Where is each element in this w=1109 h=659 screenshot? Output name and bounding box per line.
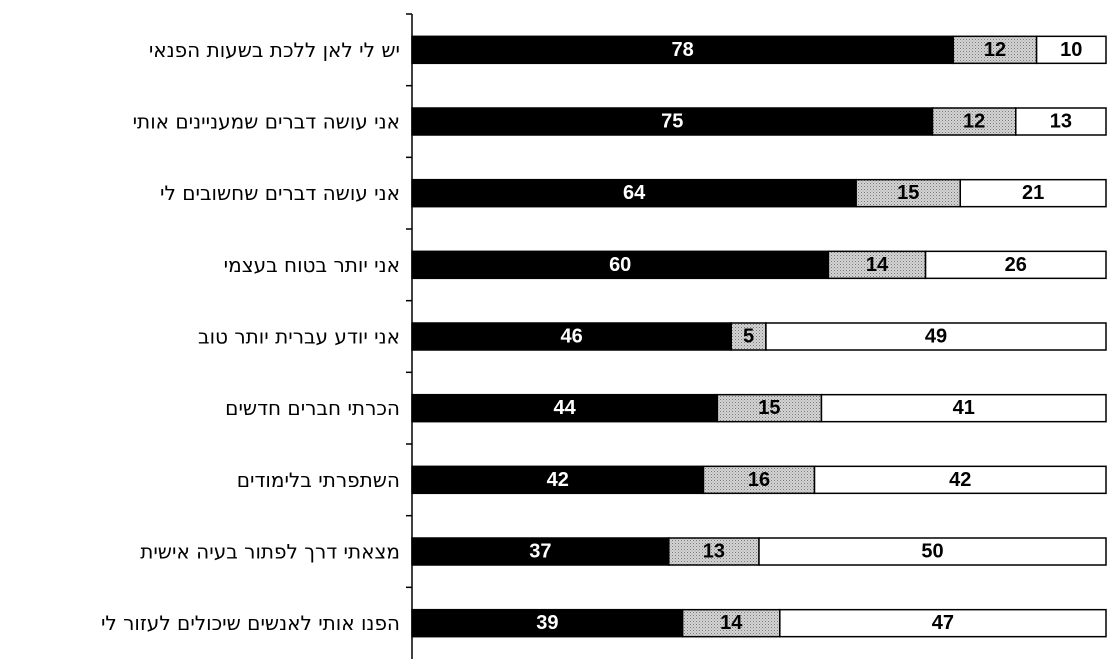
value-label: 44 xyxy=(554,397,577,419)
value-label: 12 xyxy=(963,111,985,133)
category-label: אני עושה דברים שמעניינים אותי xyxy=(133,110,400,134)
segment-white xyxy=(1035,35,1107,65)
segment-white xyxy=(1015,107,1107,136)
value-label: 15 xyxy=(758,397,780,419)
segment-white xyxy=(924,250,1107,280)
segment-black xyxy=(411,393,719,423)
category-label: אני יודע עברית יותר טוב xyxy=(198,325,400,349)
value-label: 41 xyxy=(953,397,975,419)
segment-gray xyxy=(952,35,1038,65)
value-label: 16 xyxy=(748,469,770,491)
segment-white xyxy=(813,465,1107,495)
value-label: 37 xyxy=(529,541,551,563)
value-label: 42 xyxy=(949,469,971,491)
value-label: 64 xyxy=(623,182,646,204)
value-label: 21 xyxy=(1022,182,1044,204)
value-label: 50 xyxy=(921,541,943,563)
value-label: 42 xyxy=(547,469,569,491)
value-label: 47 xyxy=(932,612,954,634)
value-label: 13 xyxy=(1050,111,1072,133)
segment-gray xyxy=(730,322,767,351)
category-label: יש לי לאן ללכת בשעות הפנאי xyxy=(149,38,400,62)
value-label: 12 xyxy=(984,39,1006,61)
segment-gray xyxy=(716,393,823,423)
segment-gray xyxy=(855,178,962,208)
value-label: 13 xyxy=(703,541,725,563)
value-label: 15 xyxy=(897,182,919,204)
category-label: הפנו אותי לאנשים שיכולים לעזור לי xyxy=(101,611,400,635)
value-label: 49 xyxy=(925,326,947,348)
category-labels: יש לי לאן ללכת בשעות הפנאי אני עושה דברים… xyxy=(101,38,400,635)
value-label: 10 xyxy=(1060,39,1082,61)
value-label: 75 xyxy=(661,111,683,133)
segment-black xyxy=(411,465,705,495)
segment-gray xyxy=(681,608,781,638)
category-label: אני יותר בטוח בעצמי xyxy=(224,253,400,277)
bar-segments xyxy=(411,35,1107,638)
value-label: 46 xyxy=(560,326,582,348)
segment-black xyxy=(411,107,934,136)
segment-white xyxy=(820,393,1107,423)
category-label: הכרתי חברים חדשים xyxy=(225,396,400,420)
value-label: 60 xyxy=(609,254,631,276)
value-label: 78 xyxy=(672,39,694,61)
segment-white xyxy=(779,608,1107,638)
segment-white xyxy=(959,178,1107,208)
value-label: 14 xyxy=(866,254,889,276)
category-label: אני עושה דברים שחשובים לי xyxy=(160,181,400,205)
category-label: מצאתי דרך לפתור בעיה אישית xyxy=(140,540,400,564)
value-label: 5 xyxy=(743,326,754,348)
data-labels: 78 12 10 75 12 13 64 15 21 60 14 26 46 5 49 44 15 41 42 16 4… xyxy=(529,39,1082,634)
value-label: 39 xyxy=(536,612,558,634)
segment-white xyxy=(765,322,1107,351)
value-label: 26 xyxy=(1005,254,1027,276)
segment-gray xyxy=(827,250,927,280)
category-axis xyxy=(406,13,413,659)
segment-gray xyxy=(702,465,816,495)
segment-black xyxy=(411,608,684,638)
segment-black xyxy=(411,178,857,208)
segment-white xyxy=(758,537,1107,566)
segment-black xyxy=(411,322,732,351)
value-label: 14 xyxy=(720,612,743,634)
segment-gray xyxy=(931,107,1017,136)
segment-black xyxy=(411,250,830,280)
category-label: השתפרתי בלימודים xyxy=(237,468,400,492)
